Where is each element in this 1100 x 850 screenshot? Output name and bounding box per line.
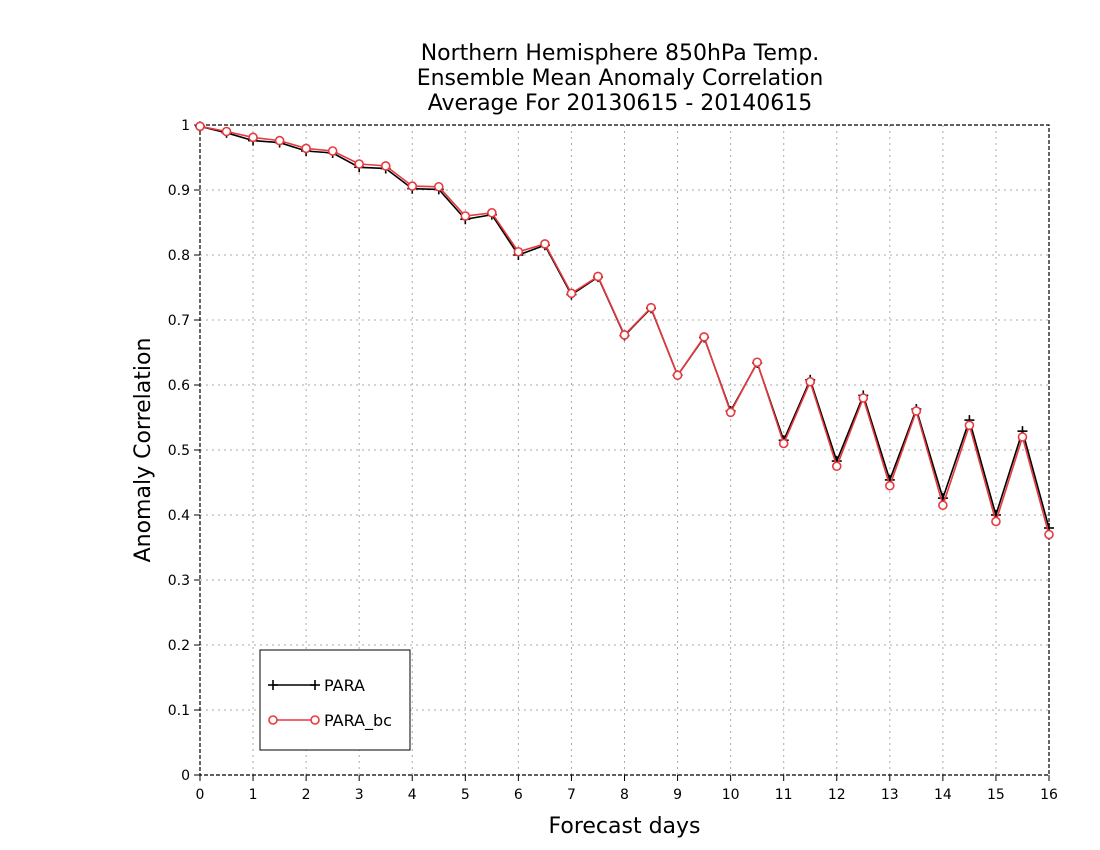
y-tick-label: 0.4 <box>168 508 190 524</box>
legend-marker <box>268 680 278 690</box>
y-tick-label: 0.3 <box>168 573 190 589</box>
data-point <box>380 161 391 171</box>
x-tick-label: 1 <box>249 787 258 803</box>
y-tick-label: 0.7 <box>168 313 190 329</box>
data-point <box>858 393 869 403</box>
y-tick-label: 1 <box>181 118 190 134</box>
y-tick-label: 0.1 <box>168 703 190 719</box>
y-tick-label: 0.2 <box>168 638 190 654</box>
x-tick-label: 10 <box>722 787 740 803</box>
y-tick-label: 0.9 <box>168 183 190 199</box>
y-axis-label: Anomaly Correlation <box>131 338 156 563</box>
x-tick-label: 11 <box>775 787 793 803</box>
x-tick-label: 13 <box>881 787 899 803</box>
title-line-3: Average For 20130615 - 20140615 <box>428 91 813 116</box>
data-point <box>195 121 205 132</box>
data-point <box>831 461 842 472</box>
legend-marker <box>268 715 278 725</box>
y-tick-label: 0.5 <box>168 443 190 459</box>
series <box>195 121 1054 540</box>
x-tick-label: 12 <box>828 787 846 803</box>
data-point <box>885 480 895 491</box>
data-point <box>752 357 762 368</box>
data-point <box>699 332 709 342</box>
data-point <box>221 126 232 137</box>
x-tick-label: 6 <box>514 787 523 803</box>
y-tick-label: 0.8 <box>168 248 190 264</box>
x-axis-label: Forecast days <box>548 814 700 839</box>
y-tick-label: 0.6 <box>168 378 190 394</box>
legend-marker <box>310 680 320 690</box>
data-point <box>646 302 656 313</box>
data-point <box>513 246 524 257</box>
x-tick-label: 2 <box>302 787 311 803</box>
data-point <box>1017 432 1028 442</box>
data-point <box>991 516 1001 527</box>
legend-box <box>259 649 411 751</box>
data-point <box>619 330 630 340</box>
series-para-bc <box>195 121 1054 540</box>
data-point <box>274 135 285 146</box>
x-tick-label: 14 <box>934 787 952 803</box>
x-tick-label: 7 <box>567 787 576 803</box>
x-tick-label: 8 <box>620 787 629 803</box>
data-point <box>911 406 922 416</box>
x-tick-label: 0 <box>196 787 205 803</box>
data-point <box>354 159 364 169</box>
data-point <box>672 370 683 381</box>
data-point <box>301 143 311 154</box>
legend-marker <box>310 715 320 725</box>
data-point <box>327 146 338 156</box>
data-point <box>778 438 789 449</box>
data-point <box>725 407 736 418</box>
legend-item: PARA <box>268 676 365 695</box>
data-point <box>487 207 497 218</box>
legend-label: PARA_bc <box>324 711 392 731</box>
data-point <box>407 181 418 191</box>
chart-title: Northern Hemisphere 850hPa Temp.Ensemble… <box>417 41 824 116</box>
x-tick-label: 9 <box>673 787 682 803</box>
data-point <box>433 181 444 192</box>
legend-item: PARA_bc <box>268 711 392 731</box>
data-point <box>964 420 975 431</box>
data-point <box>1044 529 1054 540</box>
data-point <box>566 288 577 299</box>
legend: PARA PARA_bc <box>259 649 411 751</box>
data-point <box>460 211 471 221</box>
x-tick-label: 5 <box>461 787 470 803</box>
data-point <box>938 500 948 511</box>
title-line-1: Northern Hemisphere 850hPa Temp. <box>421 41 820 66</box>
series-para <box>195 121 1054 533</box>
data-point <box>593 271 603 282</box>
y-tick-label: 0 <box>181 768 190 784</box>
grid <box>200 125 1049 775</box>
data-point <box>805 376 816 387</box>
x-tick-label: 3 <box>355 787 364 803</box>
data-point <box>248 132 258 143</box>
axis-ticks: 0 1 2 3 4 5 6 7 8 9 10 11 12 13 14 15 1600.10.20.30.40.5… <box>168 118 1058 803</box>
x-tick-label: 16 <box>1040 787 1058 803</box>
x-tick-label: 4 <box>408 787 417 803</box>
x-tick-label: 15 <box>987 787 1005 803</box>
data-point <box>540 239 550 249</box>
title-line-2: Ensemble Mean Anomaly Correlation <box>417 66 824 91</box>
legend-label: PARA <box>324 676 365 695</box>
